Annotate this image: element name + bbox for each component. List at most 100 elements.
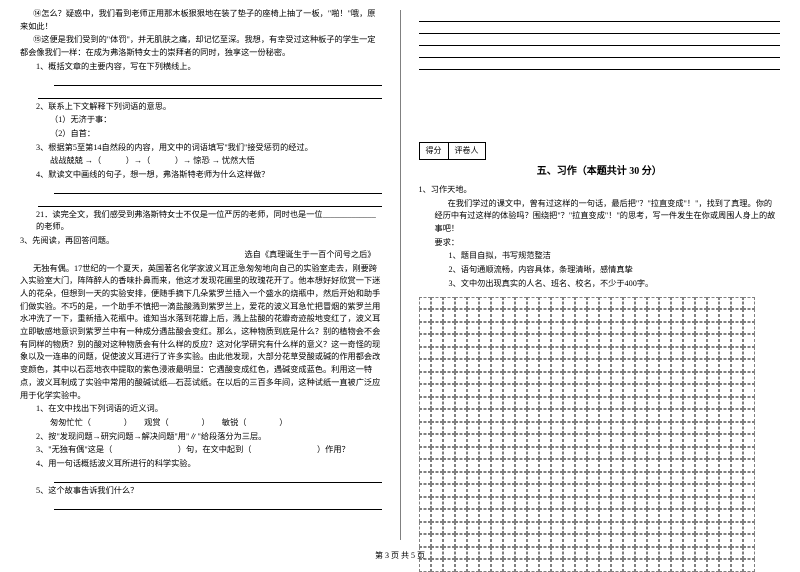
grid-cell (467, 372, 480, 385)
grid-cell (659, 459, 672, 472)
answer-line (54, 499, 382, 510)
grid-cell (707, 459, 720, 472)
grid-cell (479, 472, 492, 485)
grid-cell (467, 497, 480, 510)
grid-cell (671, 372, 684, 385)
grid-cell (719, 409, 732, 422)
grid-cell (695, 322, 708, 335)
grid-cell (599, 472, 612, 485)
grid-cell (419, 309, 432, 322)
grid-cell (467, 347, 480, 360)
grid-cell (623, 384, 636, 397)
grid-cell (551, 422, 564, 435)
grid-cell (455, 309, 468, 322)
grid-cell (695, 472, 708, 485)
grid-cell (719, 434, 732, 447)
grid-cell (563, 472, 576, 485)
grid-cell (479, 497, 492, 510)
grid-row (419, 359, 781, 372)
grid-cell (527, 472, 540, 485)
grid-cell (611, 509, 624, 522)
answer-line (54, 75, 382, 86)
grid-cell (719, 422, 732, 435)
grid-cell (707, 497, 720, 510)
grid-cell (491, 447, 504, 460)
grid-cell (551, 509, 564, 522)
grid-cell (707, 447, 720, 460)
grid-cell (659, 422, 672, 435)
grid-cell (479, 409, 492, 422)
grid-cell (479, 297, 492, 310)
grid-cell (503, 422, 516, 435)
grid-cell (455, 409, 468, 422)
grid-cell (539, 359, 552, 372)
grid-cell (479, 522, 492, 535)
grid-cell (515, 484, 528, 497)
grid-cell (419, 472, 432, 485)
grid-cell (671, 297, 684, 310)
story-paragraph: 无独有偶。17世纪的一个夏天，英国著名化学家波义耳正急匆匆地向自己的实验室走去，… (20, 263, 382, 403)
grid-cell (599, 297, 612, 310)
grid-row (419, 459, 781, 472)
grid-cell (431, 334, 444, 347)
source-cite: 选自《真理诞生于一百个问号之后》 (20, 249, 382, 262)
grid-cell (659, 522, 672, 535)
grid-cell (683, 409, 696, 422)
grid-cell (671, 434, 684, 447)
grid-cell (743, 347, 756, 360)
grid-cell (695, 509, 708, 522)
grid-cell (623, 509, 636, 522)
grid-cell (527, 497, 540, 510)
grid-cell (587, 322, 600, 335)
grid-cell (599, 347, 612, 360)
grid-cell (431, 509, 444, 522)
grid-cell (635, 497, 648, 510)
grid-cell (539, 509, 552, 522)
grid-cell (731, 509, 744, 522)
grid-cell (539, 322, 552, 335)
grid-cell (527, 334, 540, 347)
grid-cell (623, 472, 636, 485)
grid-cell (515, 522, 528, 535)
left-column: ⑭怎么？疑惑中，我们看到老师正用那木板狠狠地在装了垫子的座椅上抽了一板，"啪！"… (20, 8, 382, 545)
grid-cell (731, 497, 744, 510)
grid-cell (719, 534, 732, 547)
grid-cell (539, 334, 552, 347)
grid-cell (623, 309, 636, 322)
grid-cell (731, 534, 744, 547)
grid-cell (455, 472, 468, 485)
grid-cell (707, 484, 720, 497)
score-box: 得分 评卷人 (419, 142, 781, 160)
grid-cell (683, 297, 696, 310)
grid-cell (623, 347, 636, 360)
grid-row (419, 447, 781, 460)
grid-cell (659, 434, 672, 447)
grid-cell (455, 484, 468, 497)
grid-cell (491, 347, 504, 360)
grid-cell (659, 447, 672, 460)
grid-cell (599, 322, 612, 335)
grid-cell (743, 334, 756, 347)
grid-cell (611, 484, 624, 497)
grid-cell (731, 472, 744, 485)
grid-cell (551, 309, 564, 322)
grid-cell (719, 334, 732, 347)
grid-cell (683, 309, 696, 322)
grid-cell (563, 322, 576, 335)
grid-cell (479, 359, 492, 372)
grid-cell (443, 309, 456, 322)
grid-cell (443, 497, 456, 510)
grid-cell (731, 422, 744, 435)
grid-cell (443, 472, 456, 485)
grid-cell (539, 372, 552, 385)
grid-cell (455, 459, 468, 472)
grid-cell (527, 434, 540, 447)
grid-cell (647, 497, 660, 510)
grid-cell (635, 372, 648, 385)
grid-cell (455, 372, 468, 385)
grid-cell (743, 534, 756, 547)
grid-cell (623, 334, 636, 347)
sub-question-2: 2、按"发现问题→研究问题→解决问题"用"∥"给段落分为三层。 (36, 431, 382, 444)
grid-cell (635, 447, 648, 460)
grid-cell (563, 372, 576, 385)
